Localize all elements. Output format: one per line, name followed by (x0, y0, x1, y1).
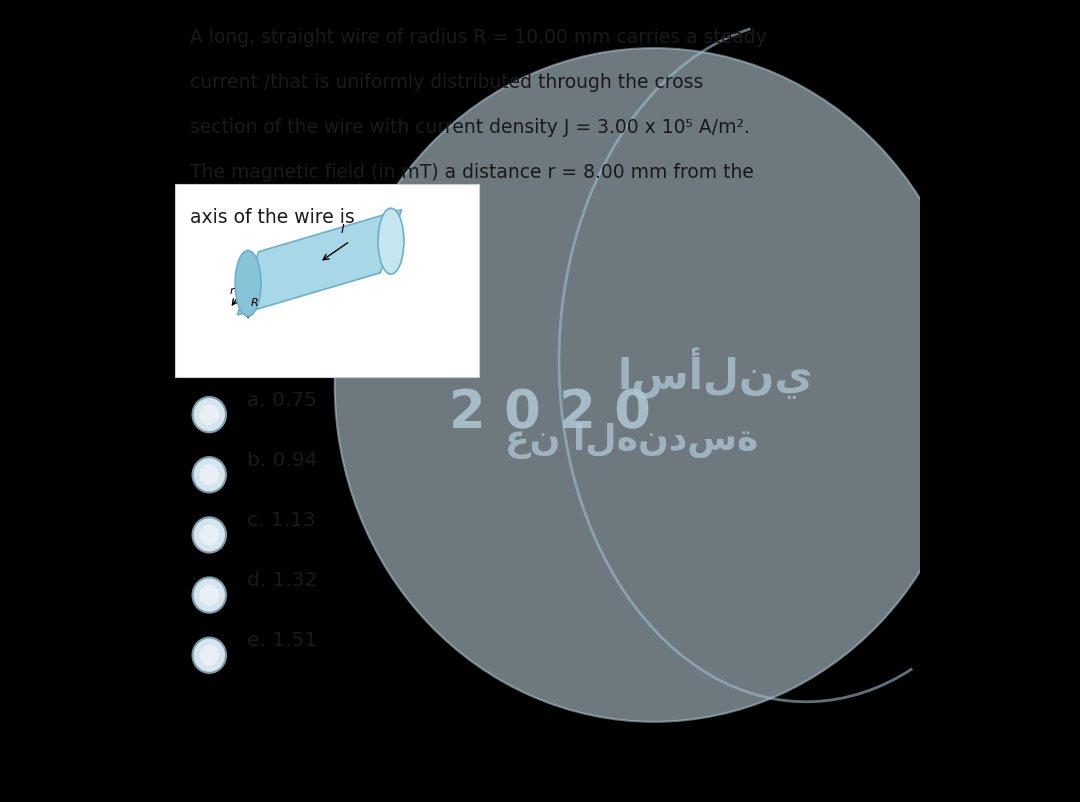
Circle shape (200, 404, 219, 425)
Circle shape (200, 525, 219, 545)
Circle shape (192, 517, 226, 553)
Text: b. 0.94: b. 0.94 (247, 451, 318, 470)
Text: axis of the wire is: axis of the wire is (190, 208, 355, 227)
Circle shape (200, 464, 219, 485)
Text: عن الهندسة: عن الهندسة (504, 423, 758, 459)
Text: d. 1.32: d. 1.32 (247, 571, 318, 590)
Text: c. 1.13: c. 1.13 (247, 511, 316, 530)
Text: a. 0.75: a. 0.75 (247, 391, 318, 410)
Circle shape (200, 585, 219, 606)
Circle shape (192, 457, 226, 492)
Text: A long, straight wire of radius R = 10.00 mm carries a steady: A long, straight wire of radius R = 10.0… (190, 28, 767, 47)
Text: e. 1.51: e. 1.51 (247, 631, 318, 650)
Circle shape (335, 48, 973, 722)
Text: 2 0 2 0: 2 0 2 0 (449, 387, 650, 439)
Circle shape (192, 638, 226, 673)
Text: section of the wire with current density J = 3.00 x 10⁵ A/m².: section of the wire with current density… (190, 118, 751, 137)
Text: The magnetic field (in mT) a distance r = 8.00 mm from the: The magnetic field (in mT) a distance r … (190, 163, 754, 182)
Text: اسألني: اسألني (617, 347, 812, 399)
Circle shape (192, 577, 226, 613)
Text: current /​that is uniformly distributed through the cross: current /​that is uniformly distributed … (190, 73, 704, 92)
Circle shape (192, 397, 226, 432)
FancyBboxPatch shape (175, 184, 480, 377)
Circle shape (200, 645, 219, 666)
